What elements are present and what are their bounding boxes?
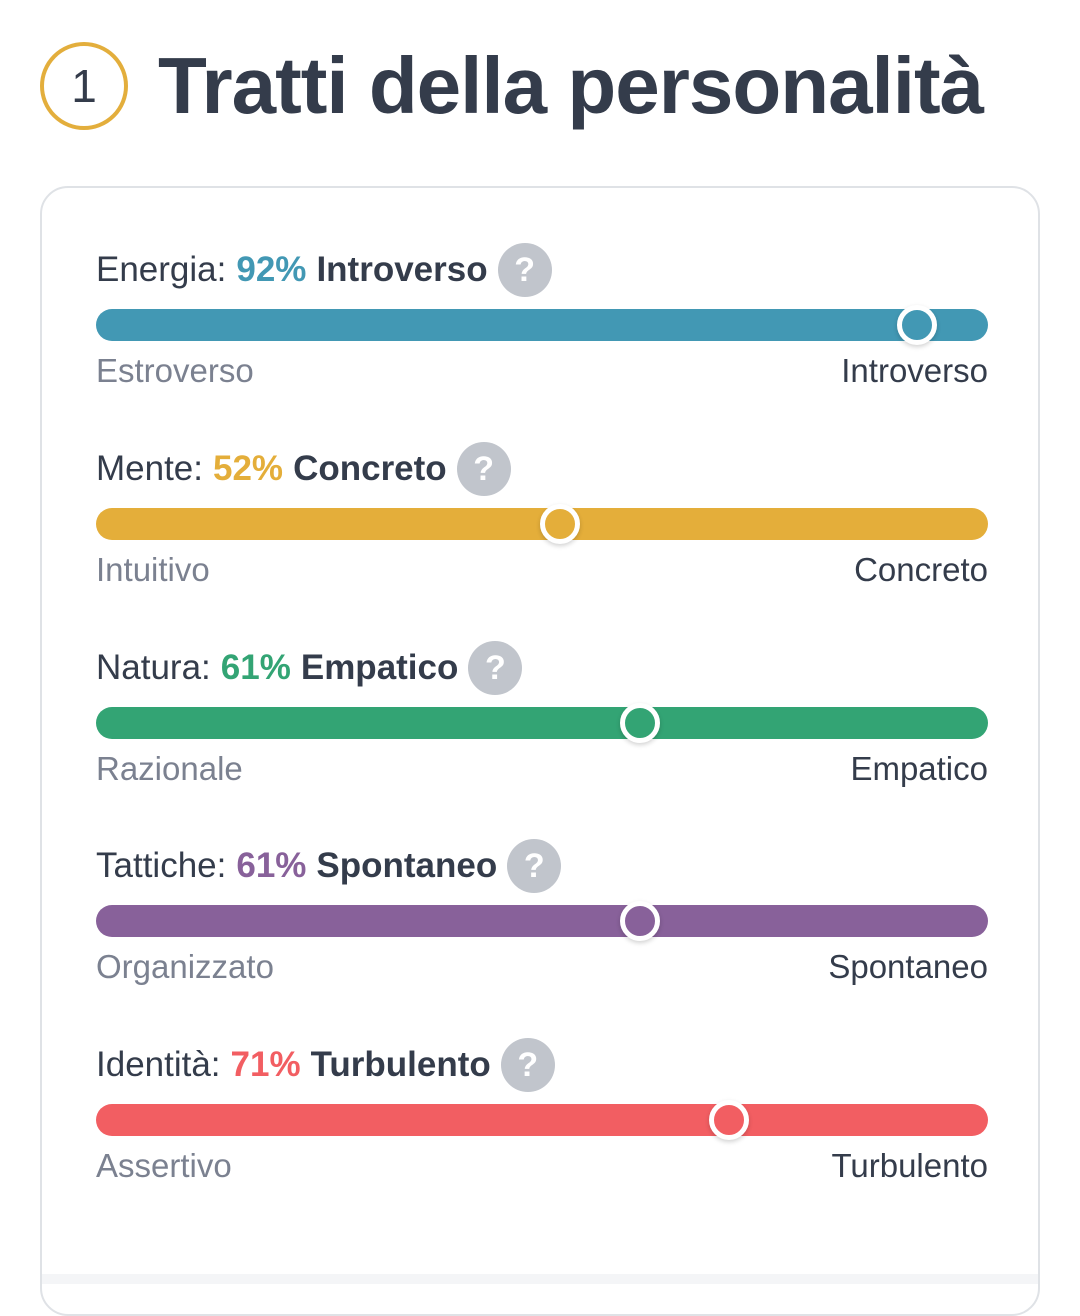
- trait-mind: Mente: 52% Concreto ? Intuitivo Concreto: [96, 439, 988, 589]
- trait-knob: [539, 504, 580, 544]
- step-number-badge: 1: [40, 42, 128, 130]
- trait-heading: Mente: 52% Concreto ?: [96, 439, 511, 499]
- scale-right-label: Introverso: [841, 352, 988, 389]
- trait-identity: Identità: 71% Turbulento ? Assertivo Tur…: [96, 1035, 988, 1185]
- scale-left-label: Razionale: [96, 750, 243, 787]
- trait-knob: [896, 305, 937, 345]
- trait-label: Tattiche:: [96, 846, 227, 885]
- trait-result: Concreto: [293, 449, 447, 488]
- question-icon[interactable]: ?: [456, 442, 511, 496]
- trait-result: Introverso: [316, 250, 488, 289]
- trait-heading: Identità: 71% Turbulento ?: [96, 1035, 555, 1095]
- page-title: Tratti della personalità: [158, 41, 984, 130]
- trait-bar: [96, 901, 988, 941]
- scale-right-label: Concreto: [854, 551, 988, 588]
- scale-right-label: Empatico: [850, 750, 988, 787]
- section-header: 1 Tratti della personalità: [40, 38, 984, 134]
- trait-percent: 71%: [230, 1045, 301, 1084]
- scale-left-label: Estroverso: [96, 352, 254, 389]
- trait-bar: [96, 703, 988, 743]
- trait-percent: 61%: [236, 846, 307, 885]
- trait-bar: [96, 504, 988, 544]
- scale-right-label: Turbulento: [831, 1147, 988, 1184]
- trait-label: Mente:: [96, 449, 203, 488]
- question-icon[interactable]: ?: [468, 641, 523, 695]
- trait-label: Energia:: [96, 250, 227, 289]
- trait-heading: Tattiche: 61% Spontaneo ?: [96, 836, 562, 896]
- trait-label: Identità:: [96, 1045, 221, 1084]
- question-icon[interactable]: ?: [507, 839, 562, 893]
- question-icon[interactable]: ?: [497, 243, 552, 297]
- trait-label: Natura:: [96, 648, 211, 687]
- trait-result: Spontaneo: [316, 846, 498, 885]
- trait-nature: Natura: 61% Empatico ? Razionale Empatic…: [96, 638, 988, 788]
- question-icon[interactable]: ?: [500, 1038, 555, 1092]
- scale-right-label: Spontaneo: [828, 948, 988, 985]
- trait-result: Empatico: [300, 648, 459, 687]
- scale-left-label: Assertivo: [96, 1147, 232, 1184]
- traits-card: Energia: 92% Introverso ? Estroverso Int…: [40, 186, 1040, 1316]
- trait-result: Turbulento: [310, 1045, 491, 1084]
- trait-percent: 92%: [236, 250, 307, 289]
- trait-heading: Natura: 61% Empatico ?: [96, 638, 523, 698]
- trait-bar: [96, 1100, 988, 1140]
- trait-knob: [620, 901, 661, 941]
- trait-energy: Energia: 92% Introverso ? Estroverso Int…: [96, 240, 988, 390]
- trait-percent: 52%: [213, 449, 284, 488]
- trait-bar: [96, 305, 988, 345]
- scale-left-label: Intuitivo: [96, 551, 210, 588]
- trait-tactics: Tattiche: 61% Spontaneo ? Organizzato Sp…: [96, 836, 988, 986]
- scale-left-label: Organizzato: [96, 948, 274, 985]
- card-footer-strip: [42, 1274, 1038, 1284]
- trait-percent: 61%: [220, 648, 291, 687]
- trait-knob: [709, 1100, 750, 1140]
- trait-heading: Energia: 92% Introverso ?: [96, 240, 552, 300]
- trait-knob: [620, 703, 661, 743]
